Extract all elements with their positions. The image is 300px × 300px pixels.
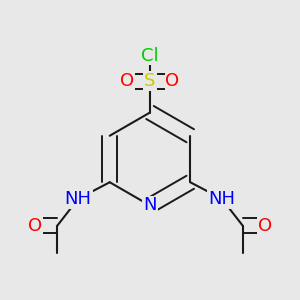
- Text: O: O: [120, 72, 135, 90]
- Text: S: S: [144, 72, 156, 90]
- Text: N: N: [143, 196, 157, 214]
- Text: O: O: [28, 217, 42, 235]
- Text: NH: NH: [65, 190, 92, 208]
- Text: NH: NH: [208, 190, 235, 208]
- Text: O: O: [165, 72, 180, 90]
- Text: O: O: [258, 217, 272, 235]
- Text: Cl: Cl: [141, 46, 159, 64]
